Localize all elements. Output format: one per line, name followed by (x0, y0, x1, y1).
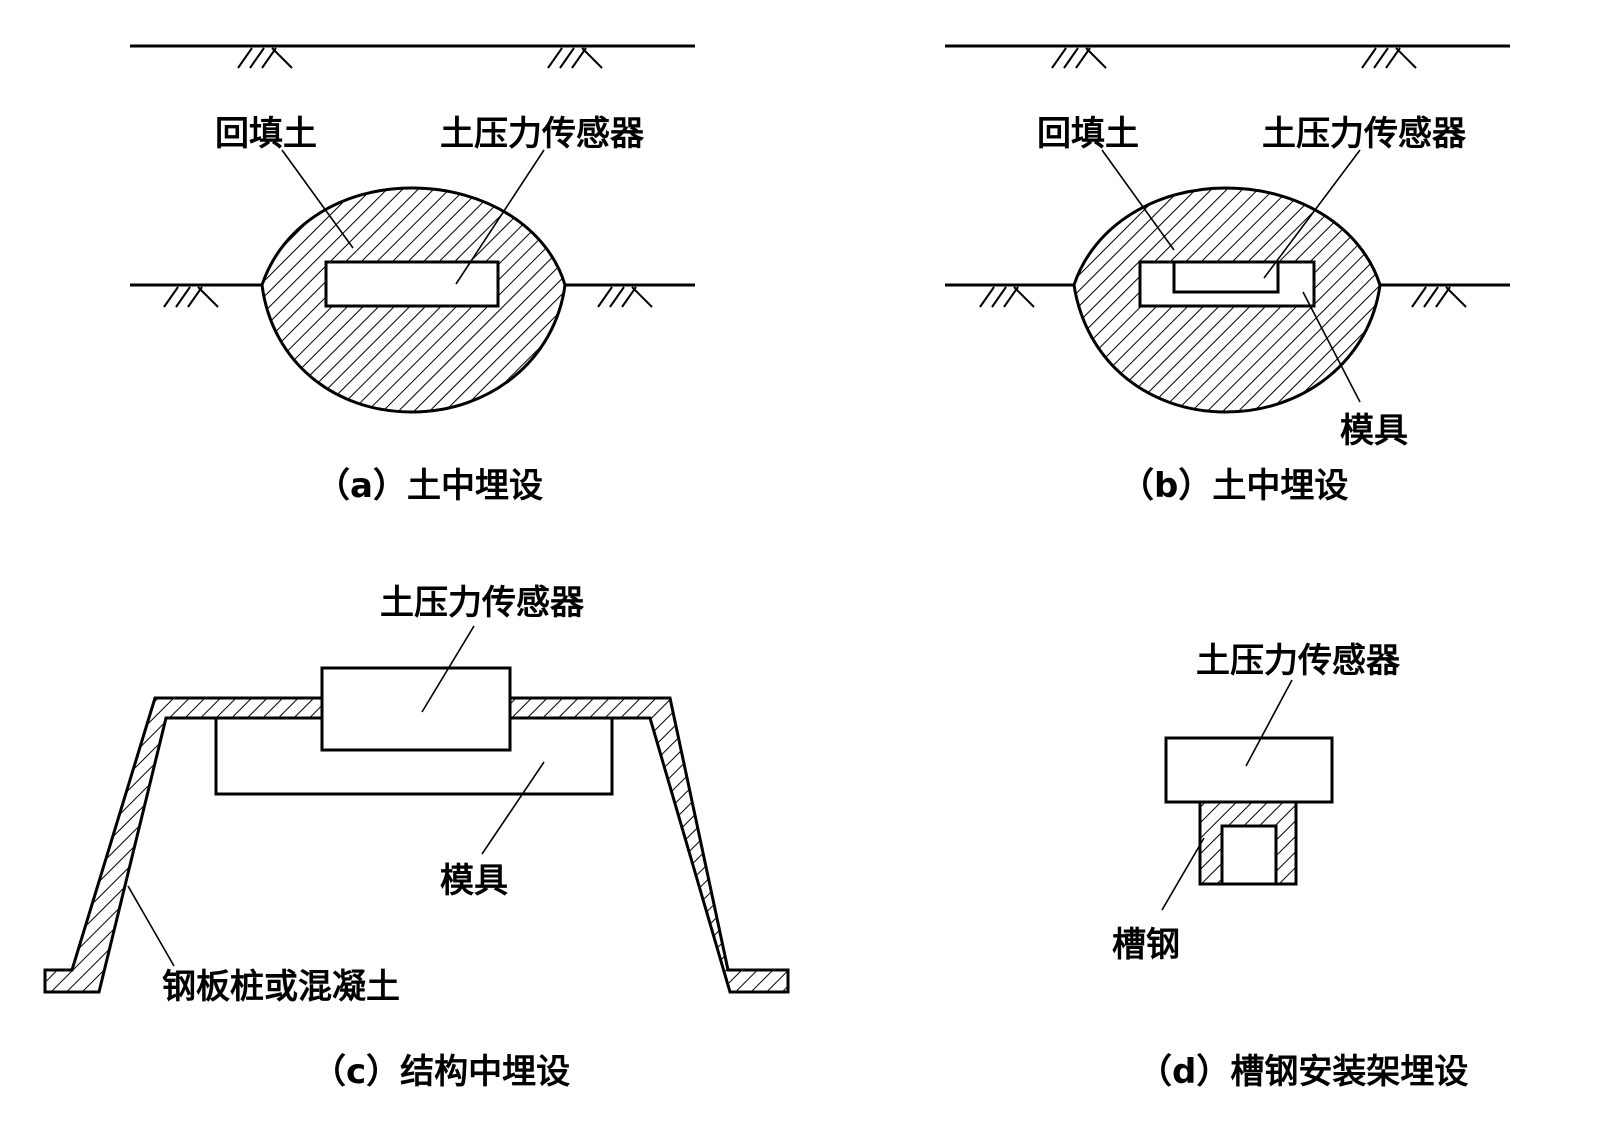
leader-line (127, 885, 175, 967)
pile-label: 钢板桩或混凝土 (162, 967, 400, 1007)
mold-label: 模具 (1340, 411, 1408, 451)
caption-a: （a）土中埋设 (316, 466, 543, 506)
sensor-label: 土压力传感器 (440, 114, 645, 154)
backfill-label: 回填土 (1037, 114, 1139, 154)
channel-steel-opening (1220, 824, 1278, 886)
sensor-label: 土压力传感器 (1196, 641, 1401, 681)
leader-line (455, 149, 545, 285)
soil-symbol (1051, 47, 1417, 69)
sensor-label: 土压力传感器 (380, 583, 585, 623)
caption-c: （c）结构中埋设 (312, 1052, 570, 1092)
sheet-pile-or-concrete (43, 696, 790, 994)
panel-c: 土压力传感器 模具 钢板桩或混凝土 （c）结构中埋设 (43, 583, 790, 1092)
leader-line (1161, 837, 1205, 911)
caption-d: （d）槽钢安装架埋设 (1138, 1052, 1468, 1092)
soil-symbol (979, 286, 1467, 308)
leader-line (481, 761, 545, 855)
panel-b: 回填土 土压力传感器 模具 （b）土中埋设 (945, 44, 1510, 506)
leader-line (1101, 149, 1175, 251)
pressure-sensor (324, 260, 500, 308)
leader-line (421, 625, 475, 713)
leader-line (1302, 291, 1361, 403)
backfill-label: 回填土 (215, 114, 317, 154)
pressure-sensor (320, 666, 512, 752)
pressure-sensor (1172, 260, 1280, 294)
soil-symbol (237, 47, 603, 69)
leader-line (281, 149, 354, 249)
channel-steel-label: 槽钢 (1112, 925, 1180, 965)
panel-d: 土压力传感器 槽钢 （d）槽钢安装架埋设 (1112, 641, 1468, 1092)
mold-label: 模具 (440, 861, 508, 901)
leader-line (1263, 149, 1361, 279)
soil-symbol (163, 286, 653, 308)
sensor-label: 土压力传感器 (1262, 114, 1467, 154)
caption-b: （b）土中埋设 (1120, 466, 1348, 506)
leader-line (1245, 679, 1293, 767)
panel-a: 回填土 土压力传感器 （a）土中埋设 (130, 44, 695, 506)
pressure-sensor (1164, 736, 1334, 804)
